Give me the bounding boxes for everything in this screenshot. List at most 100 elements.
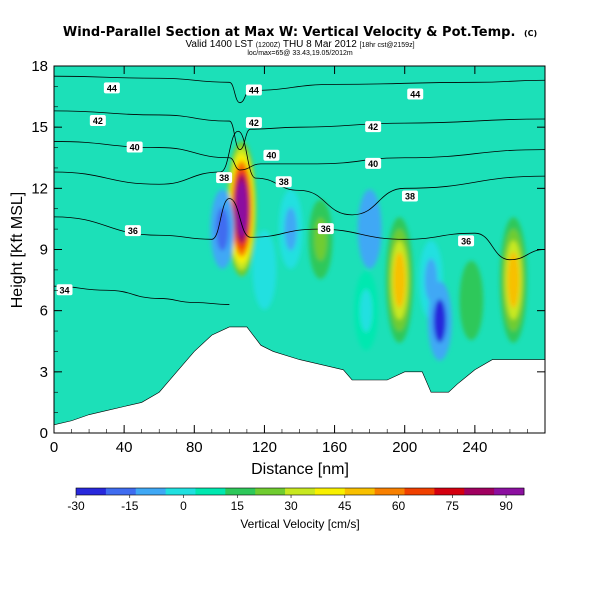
colorbar-swatch	[76, 488, 107, 495]
contour-label-bg	[407, 88, 424, 100]
y-tick-label: 3	[40, 364, 48, 381]
x-tick-label: 200	[392, 439, 417, 456]
colorbar-swatch	[165, 488, 196, 495]
contour-label-36-1: 36	[317, 223, 334, 235]
contour-label-bg	[103, 82, 120, 94]
colorbar-swatch	[374, 488, 405, 495]
w-feature-10-level-1	[465, 278, 478, 323]
y-tick-label: 9	[40, 242, 48, 259]
contour-label-36-0: 36	[124, 225, 141, 237]
y-tick-label: 18	[31, 58, 48, 75]
valid-date: THU 8 Mar 2012	[283, 39, 357, 50]
colorbar-swatch	[105, 488, 137, 495]
vertical-velocity-field	[210, 140, 528, 361]
contour-label-42-0: 42	[89, 115, 106, 127]
contour-label-bg	[317, 223, 334, 235]
contour-label-bg	[458, 235, 475, 247]
colorbar-tick-label: 45	[338, 499, 352, 513]
w-feature-5-level-1	[363, 207, 376, 251]
x-tick-label: 40	[116, 439, 133, 456]
colorbar-swatch	[464, 488, 495, 495]
colorbar-tick-label: 30	[284, 499, 298, 513]
contour-label-44-1: 44	[245, 84, 262, 96]
w-feature-9-level-1	[433, 299, 447, 343]
colorbar-tick-label: 15	[231, 499, 245, 513]
colorbar-swatch	[494, 488, 525, 495]
w-feature-0-level-6	[235, 180, 248, 237]
contour-label-text: 34	[60, 285, 70, 295]
contour-label-text: 38	[219, 173, 229, 183]
colorbar-swatch	[404, 488, 435, 495]
chart-subtitle: loc/max=65@ 33.43,19.05/2012m	[247, 50, 353, 57]
contour-label-text: 36	[461, 236, 471, 246]
contour-label-text: 40	[368, 159, 378, 169]
w-feature-7-level-3	[393, 252, 406, 308]
colorbar-frame	[75, 487, 525, 496]
contour-label-44-2: 44	[407, 88, 424, 100]
colorbar-swatch	[285, 488, 316, 495]
contour-label-text: 38	[279, 177, 289, 187]
contour-label-text: 42	[93, 116, 103, 126]
colorbar-swatch	[314, 488, 346, 495]
valid-utc: (1200Z)	[256, 42, 281, 49]
theta-contour-42	[54, 110, 545, 150]
colorbar-tick-label: 0	[180, 499, 187, 513]
contour-label-text: 38	[405, 191, 415, 201]
colorbar-swatch	[195, 488, 226, 495]
w-feature-11-level-3	[507, 252, 520, 308]
x-tick-label: 160	[322, 439, 347, 456]
colorbar-swatch	[344, 488, 376, 495]
colorbar-tick-label: -15	[121, 499, 139, 513]
contour-label-text: 44	[249, 85, 259, 95]
colorbar-swatch	[135, 488, 166, 495]
contour-label-text: 36	[128, 226, 138, 236]
contour-label-bg	[275, 176, 292, 188]
contour-label-38-2: 38	[401, 190, 418, 202]
contour-label-text: 42	[368, 122, 378, 132]
colorbar-tick-label: -30	[67, 499, 85, 513]
contour-label-text: 40	[266, 151, 276, 161]
contour-label-bg	[365, 157, 382, 169]
w-feature-3-level-1	[284, 207, 298, 251]
contour-label-40-1: 40	[263, 149, 280, 161]
contour-label-bg	[124, 225, 141, 237]
colorbar-swatch	[255, 488, 286, 495]
run-info: [18hr cst@2159z]	[360, 42, 415, 49]
contour-label-38-1: 38	[275, 176, 292, 188]
contour-label-bg	[245, 84, 262, 96]
theta-contour-36	[54, 198, 545, 261]
copyright-mark: (C)	[524, 29, 537, 38]
w-feature-6-level-1	[359, 289, 373, 333]
x-tick-label: 120	[252, 439, 277, 456]
contour-label-34-0: 34	[56, 284, 73, 296]
contour-label-text: 36	[321, 224, 331, 234]
contour-label-bg	[216, 172, 233, 184]
contour-label-bg	[126, 141, 143, 153]
x-axis: 0 40 80 120 160 200 240	[50, 66, 528, 456]
valid-time: Valid 1400 LST	[185, 39, 253, 50]
contour-label-text: 44	[107, 83, 117, 93]
colorbar-swatch	[434, 488, 465, 495]
theta-contour-34	[54, 285, 230, 305]
svg-text:Valid 1400 LST (1200Z): Valid 1400 LST (1200Z) THU 8 Mar 2012 [1…	[185, 39, 414, 50]
contour-label-bg	[263, 149, 280, 161]
contour-label-36-2: 36	[458, 235, 475, 247]
contour-label-bg	[365, 121, 382, 133]
colorbar: -30 -15 0 15 30 45 60 75 90	[67, 487, 525, 513]
w-feature-2-level-1	[258, 248, 271, 292]
contour-label-bg	[245, 117, 262, 129]
contour-label-bg	[56, 284, 73, 296]
y-tick-label: 15	[31, 119, 48, 136]
x-tick-label: 240	[462, 439, 487, 456]
y-tick-label: 12	[31, 180, 48, 197]
contour-label-text: 44	[410, 90, 420, 100]
colorbar-tick-label: 90	[499, 499, 513, 513]
contour-label-40-2: 40	[365, 157, 382, 169]
y-tick-label: 6	[40, 303, 48, 320]
contour-label-42-2: 42	[365, 121, 382, 133]
colorbar-tick-label: 75	[446, 499, 460, 513]
chart-title: Wind-Parallel Section at Max W: Vertical…	[63, 25, 516, 40]
contour-label-40-0: 40	[126, 141, 143, 153]
